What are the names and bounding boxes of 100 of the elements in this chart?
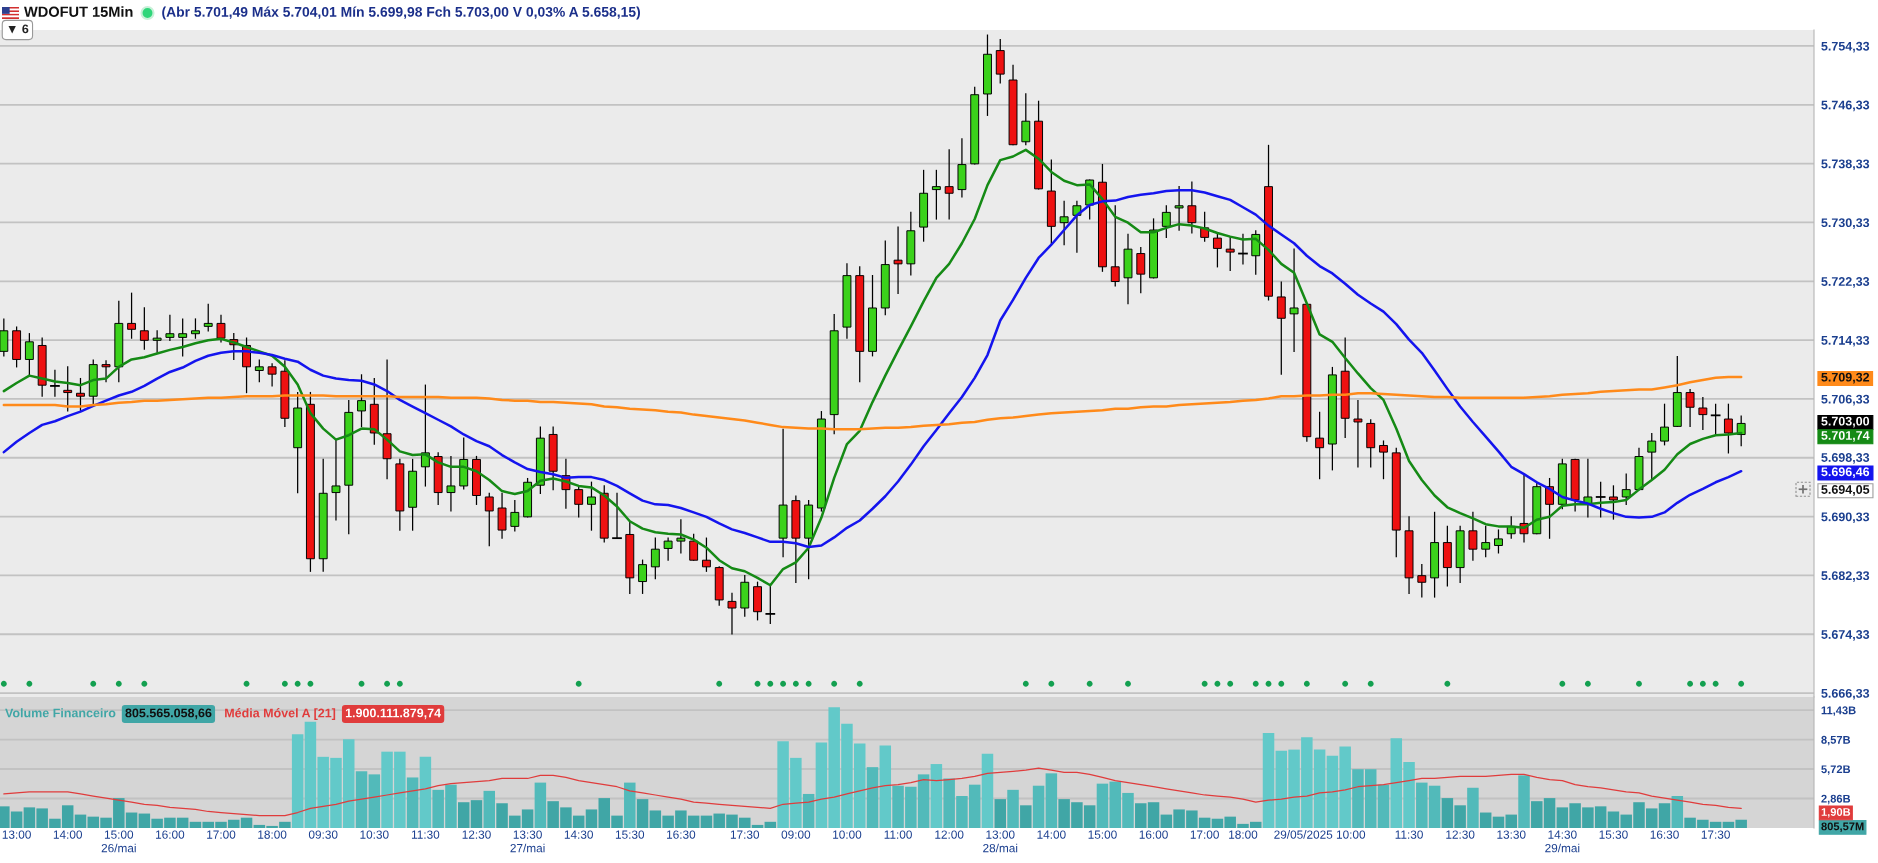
x-tick-label: 11:30 xyxy=(411,830,440,839)
x-tick-label: 18:00 xyxy=(258,830,287,839)
candlestick xyxy=(1468,511,1478,561)
x-tick-label: 13:00 28/mai xyxy=(983,830,1018,853)
candlestick xyxy=(663,537,673,561)
line-series xyxy=(2,375,1743,431)
line-series xyxy=(2,189,1743,549)
x-tick-label: 10:30 xyxy=(360,830,389,839)
annotation: 805.565.058,66 xyxy=(125,708,212,720)
x-tick-label: 16:00 xyxy=(1139,830,1168,839)
bar xyxy=(470,800,483,828)
candlestick xyxy=(1685,388,1695,428)
candlestick xyxy=(446,455,456,512)
bar xyxy=(1045,773,1058,828)
candlestick xyxy=(1595,481,1606,518)
x-tick-label: 17:00 xyxy=(1190,830,1219,839)
candlestick xyxy=(1276,281,1286,375)
y-tick-label: 5.722,33 xyxy=(1821,277,1870,288)
x-tick-label: 09:30 xyxy=(308,830,338,839)
candlestick xyxy=(1723,403,1733,454)
bar xyxy=(419,756,432,828)
y-tick-label: 5.730,33 xyxy=(1821,218,1870,229)
bar xyxy=(291,734,304,828)
candlestick xyxy=(254,359,264,383)
x-tick-label: 14:30 xyxy=(564,830,593,839)
x-tick-label: 29/05/2025 10:00 xyxy=(1274,830,1366,839)
y2-tick-label: 5.701,74 xyxy=(1821,431,1870,442)
x-tick-label: 15:00 26/mai xyxy=(101,830,136,853)
bar xyxy=(74,814,87,828)
candlestick xyxy=(1379,440,1388,480)
x-tick-label: 13:30 xyxy=(1497,830,1526,839)
candlestick xyxy=(1315,411,1325,480)
chart-subtitle: (Abr 5.701,49 Máx 5.704,01 Mín 5.699,98 Fch 5.703,00 V 0,03% A 5.658,15) xyxy=(162,6,640,20)
y-tick-label: 5.754,33 xyxy=(1821,41,1870,53)
candlestick xyxy=(689,533,699,561)
candlestick xyxy=(612,492,622,540)
bar xyxy=(624,782,636,828)
candlestick xyxy=(216,314,226,343)
x-tick-label: 12:00 xyxy=(935,830,964,839)
text: Volume Financeiro xyxy=(5,708,116,718)
bar xyxy=(457,802,470,828)
candlestick xyxy=(1710,403,1721,435)
y-tick-label: 5.706,33 xyxy=(1821,394,1870,406)
candlestick xyxy=(944,149,954,220)
y-tick-label: 5.698,33 xyxy=(1821,453,1870,464)
candlestick xyxy=(1072,200,1082,253)
candlestick xyxy=(1621,473,1631,505)
candlestick xyxy=(1481,525,1491,558)
x-tick-label: 10:00 xyxy=(833,830,862,839)
candlestick xyxy=(1417,564,1427,598)
x-tick-label: 17:30 xyxy=(1701,830,1730,839)
x-tick-label: 13:00 xyxy=(2,830,31,839)
bar xyxy=(764,821,777,828)
candlestick xyxy=(76,377,85,412)
candlestick xyxy=(152,330,162,353)
x-tick-label: 09:00 xyxy=(781,830,811,839)
candlestick xyxy=(676,519,686,554)
candlestick xyxy=(0,318,9,357)
x-tick-label: 15:30 xyxy=(1599,830,1628,839)
candlestick xyxy=(1174,186,1184,231)
candlestick xyxy=(101,360,111,383)
x-tick-label: 11:00 xyxy=(884,830,912,839)
candlestick xyxy=(1136,247,1146,294)
y-tick-label: 5.666,33 xyxy=(1821,688,1870,700)
bar xyxy=(534,782,547,828)
candlestick xyxy=(510,500,520,532)
y-tick-label: 5.674,33 xyxy=(1821,630,1870,641)
candlestick xyxy=(995,38,1005,84)
y2-tick-label: 5.694,05 xyxy=(1821,485,1870,496)
x-tick-label: 15:00 xyxy=(1088,830,1117,839)
x-tick-label: 17:30 xyxy=(730,830,760,839)
bar xyxy=(1032,785,1045,828)
bar xyxy=(368,774,381,828)
x-tick-label: 16:00 xyxy=(156,830,185,839)
bar xyxy=(1479,812,1492,828)
bar xyxy=(1020,805,1032,828)
candlestick xyxy=(178,318,188,357)
y-tick-label: 5.682,33 xyxy=(1821,571,1870,582)
x-tick-label: 18:00 xyxy=(1229,830,1258,839)
text: 1,90B xyxy=(1821,808,1851,818)
text: 805,57M xyxy=(1821,822,1864,832)
text: Média Móvel A [21] xyxy=(225,708,336,720)
bar xyxy=(1671,796,1684,828)
x-tick-label: 15:30 xyxy=(615,830,645,839)
candlestick xyxy=(1647,433,1657,480)
candlestick xyxy=(1660,403,1669,446)
x-tick-label: 12:30 xyxy=(1446,830,1475,839)
x-tick-label: 14:30 29/mai xyxy=(1545,830,1580,853)
candlestick xyxy=(267,363,277,387)
y-tick-label: 8,57B xyxy=(1821,735,1851,746)
candlestick xyxy=(331,439,341,521)
x-tick-label: 14:00 xyxy=(53,830,83,839)
candlestick xyxy=(50,369,60,397)
candlestick xyxy=(1225,236,1235,272)
candlestick xyxy=(191,318,200,339)
x-tick-label: 14:00 xyxy=(1037,830,1066,839)
x-tick-label: 16:30 xyxy=(667,830,696,839)
bar xyxy=(483,790,496,828)
candlestick xyxy=(765,585,776,625)
candlestick xyxy=(24,333,34,376)
